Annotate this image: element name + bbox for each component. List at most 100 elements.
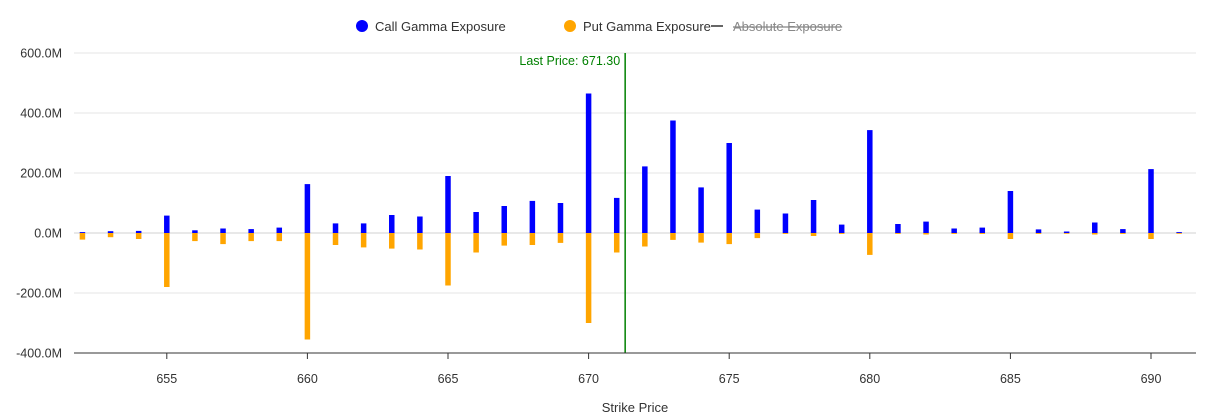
call-gamma-bar bbox=[754, 209, 761, 233]
call-gamma-bar bbox=[417, 216, 423, 233]
put-gamma-bar bbox=[1007, 233, 1014, 239]
call-gamma-bar bbox=[529, 200, 536, 233]
call-gamma-bar bbox=[698, 187, 704, 233]
put-gamma-bar bbox=[838, 233, 845, 234]
x-axis-title: Strike Price bbox=[602, 400, 668, 415]
call-gamma-bar bbox=[670, 120, 676, 233]
call-gamma-bar bbox=[838, 224, 845, 233]
y-tick-label: -200.0M bbox=[16, 287, 62, 301]
put-gamma-bar bbox=[79, 233, 86, 240]
call-gamma-bar bbox=[220, 228, 226, 233]
legend[interactable]: Call Gamma Exposure Put Gamma Exposure Abs… bbox=[356, 19, 842, 34]
put-gamma-bar bbox=[585, 233, 592, 323]
x-tick-label: 665 bbox=[438, 372, 459, 386]
call-gamma-bar bbox=[1035, 229, 1042, 233]
x-tick-label: 660 bbox=[297, 372, 318, 386]
put-gamma-bar bbox=[1148, 233, 1154, 239]
call-gamma-bar bbox=[1176, 232, 1182, 233]
call-gamma-bar bbox=[923, 221, 929, 233]
put-gamma-bar bbox=[304, 233, 311, 340]
put-gamma-bar bbox=[642, 233, 648, 247]
legend-label: Put Gamma Exposure bbox=[583, 19, 711, 34]
call-gamma-bar bbox=[613, 197, 620, 233]
y-tick-label: -400.0M bbox=[16, 347, 62, 361]
y-tick-label: 600.0M bbox=[20, 47, 62, 61]
put-gamma-bar bbox=[332, 233, 339, 245]
x-tick-label: 685 bbox=[1000, 372, 1021, 386]
bars bbox=[79, 93, 1182, 340]
legend-item-1[interactable]: Call Gamma Exposure bbox=[356, 19, 506, 34]
call-gamma-bar bbox=[332, 223, 339, 233]
put-gamma-bar bbox=[248, 233, 254, 242]
call-gamma-bar bbox=[107, 231, 114, 233]
legend-marker-icon bbox=[356, 20, 368, 32]
call-gamma-bar bbox=[360, 223, 367, 233]
call-gamma-bar bbox=[1148, 169, 1154, 233]
put-gamma-bar bbox=[1035, 233, 1042, 234]
call-gamma-bar bbox=[79, 232, 86, 233]
y-tick-label: 0.0M bbox=[34, 227, 62, 241]
axes: 600.0M 400.0M 200.0M 0.0M -200.0M -400.0M 655 6… bbox=[16, 47, 1196, 386]
put-gamma-bar bbox=[726, 233, 732, 245]
call-gamma-bar bbox=[895, 224, 901, 233]
call-gamma-bar bbox=[951, 228, 957, 233]
x-tick-label: 690 bbox=[1141, 372, 1162, 386]
call-gamma-bar bbox=[979, 227, 986, 233]
call-gamma-bar bbox=[192, 230, 198, 233]
put-gamma-bar bbox=[1120, 233, 1126, 234]
put-gamma-bar bbox=[979, 233, 986, 234]
put-gamma-bar bbox=[501, 233, 507, 246]
put-gamma-bar bbox=[670, 233, 676, 240]
put-gamma-bar bbox=[276, 233, 283, 242]
call-gamma-bar bbox=[1063, 231, 1070, 233]
call-gamma-bar bbox=[1120, 229, 1126, 233]
put-gamma-bar bbox=[782, 233, 789, 234]
annotations: Last Price: 671.30 bbox=[519, 53, 626, 353]
x-tick-label: 655 bbox=[156, 372, 177, 386]
call-gamma-bar bbox=[810, 200, 817, 233]
x-tick-label: 670 bbox=[578, 372, 599, 386]
call-gamma-bar bbox=[726, 143, 732, 233]
call-gamma-bar bbox=[445, 176, 451, 233]
call-gamma-bar bbox=[1092, 222, 1098, 233]
grid-lines bbox=[74, 52, 1196, 354]
call-gamma-bar bbox=[389, 215, 395, 233]
put-gamma-bar bbox=[810, 233, 817, 236]
y-tick-label: 400.0M bbox=[20, 107, 62, 121]
legend-marker-icon bbox=[564, 20, 576, 32]
put-gamma-bar bbox=[164, 233, 170, 287]
put-gamma-bar bbox=[192, 233, 198, 242]
call-gamma-bar bbox=[164, 215, 170, 233]
put-gamma-bar bbox=[754, 233, 761, 239]
put-gamma-bar bbox=[473, 233, 479, 253]
put-gamma-bar bbox=[613, 233, 620, 253]
put-gamma-bar bbox=[135, 233, 142, 239]
call-gamma-bar bbox=[1007, 191, 1014, 233]
put-gamma-bar bbox=[417, 233, 423, 250]
put-gamma-bar bbox=[698, 233, 704, 243]
call-gamma-bar bbox=[557, 203, 564, 233]
call-gamma-bar bbox=[135, 230, 142, 233]
call-gamma-bar bbox=[248, 229, 254, 233]
put-gamma-bar bbox=[557, 233, 564, 243]
put-gamma-bar bbox=[1063, 233, 1070, 234]
put-gamma-bar bbox=[220, 233, 226, 245]
call-gamma-bar bbox=[642, 166, 648, 233]
put-gamma-bar bbox=[1176, 233, 1182, 234]
call-gamma-bar bbox=[276, 227, 283, 233]
put-gamma-bar bbox=[951, 233, 957, 234]
legend-item-2[interactable]: Put Gamma Exposure bbox=[564, 19, 711, 34]
call-gamma-bar bbox=[501, 206, 507, 233]
call-gamma-bar bbox=[867, 130, 873, 233]
legend-item-3[interactable]: Absolute Exposure bbox=[711, 19, 842, 34]
call-gamma-bar bbox=[585, 93, 592, 233]
put-gamma-bar bbox=[923, 233, 929, 235]
last-price-label: Last Price: 671.30 bbox=[519, 54, 620, 68]
call-gamma-bar bbox=[473, 212, 479, 233]
put-gamma-bar bbox=[867, 233, 873, 255]
put-gamma-bar bbox=[895, 233, 901, 234]
put-gamma-bar bbox=[107, 233, 114, 238]
y-tick-label: 200.0M bbox=[20, 167, 62, 181]
call-gamma-bar bbox=[782, 213, 789, 233]
